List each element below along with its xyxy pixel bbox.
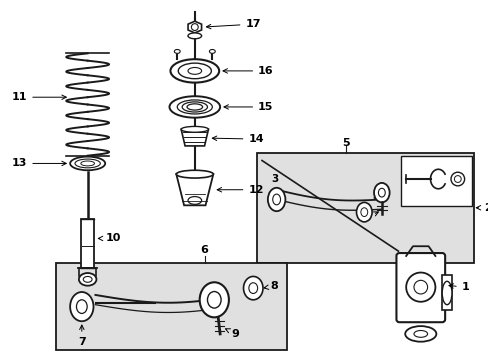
Text: 17: 17 bbox=[206, 19, 261, 29]
Ellipse shape bbox=[441, 281, 451, 305]
Ellipse shape bbox=[356, 202, 371, 222]
Ellipse shape bbox=[209, 49, 215, 53]
Ellipse shape bbox=[176, 170, 213, 178]
Ellipse shape bbox=[170, 59, 219, 82]
Text: 10: 10 bbox=[98, 233, 121, 243]
Bar bbox=[257, 153, 473, 263]
Ellipse shape bbox=[182, 102, 207, 112]
Ellipse shape bbox=[70, 157, 105, 170]
Text: 3: 3 bbox=[270, 174, 278, 184]
Ellipse shape bbox=[413, 330, 427, 337]
Ellipse shape bbox=[177, 100, 212, 114]
Text: 3: 3 bbox=[371, 190, 379, 201]
Text: 7: 7 bbox=[78, 325, 85, 347]
Ellipse shape bbox=[75, 159, 100, 168]
Ellipse shape bbox=[267, 188, 285, 211]
Bar bbox=[81, 219, 94, 268]
Ellipse shape bbox=[243, 276, 263, 300]
Ellipse shape bbox=[373, 183, 389, 202]
Polygon shape bbox=[181, 129, 208, 146]
Ellipse shape bbox=[378, 188, 385, 197]
Polygon shape bbox=[188, 21, 201, 33]
Ellipse shape bbox=[248, 283, 257, 293]
Text: 5: 5 bbox=[342, 138, 349, 148]
Ellipse shape bbox=[70, 292, 93, 321]
Text: 14: 14 bbox=[212, 134, 264, 144]
Text: 11: 11 bbox=[12, 92, 66, 102]
Ellipse shape bbox=[76, 300, 87, 314]
Text: 15: 15 bbox=[224, 102, 273, 112]
Ellipse shape bbox=[272, 194, 280, 205]
Circle shape bbox=[413, 280, 427, 294]
Ellipse shape bbox=[186, 104, 202, 110]
Text: 12: 12 bbox=[217, 185, 264, 195]
Ellipse shape bbox=[169, 96, 220, 118]
Polygon shape bbox=[176, 174, 213, 205]
Ellipse shape bbox=[187, 67, 201, 74]
Circle shape bbox=[406, 273, 434, 302]
Circle shape bbox=[191, 24, 198, 31]
Text: 9: 9 bbox=[225, 329, 239, 339]
Text: 16: 16 bbox=[223, 66, 273, 76]
FancyBboxPatch shape bbox=[396, 253, 444, 322]
Ellipse shape bbox=[360, 208, 367, 216]
Text: 13: 13 bbox=[12, 158, 66, 168]
Ellipse shape bbox=[174, 49, 180, 53]
Bar bbox=[441, 275, 451, 310]
Bar bbox=[401, 156, 471, 206]
Ellipse shape bbox=[405, 326, 435, 342]
Ellipse shape bbox=[187, 33, 201, 39]
Bar bbox=[57, 263, 287, 350]
Text: 2: 2 bbox=[475, 203, 488, 213]
Ellipse shape bbox=[79, 273, 96, 286]
Ellipse shape bbox=[207, 292, 221, 308]
Text: 1: 1 bbox=[448, 282, 468, 292]
Ellipse shape bbox=[187, 197, 201, 204]
Circle shape bbox=[453, 176, 460, 183]
Ellipse shape bbox=[199, 282, 228, 318]
Ellipse shape bbox=[178, 63, 211, 79]
Ellipse shape bbox=[83, 276, 92, 282]
Text: 8: 8 bbox=[264, 281, 278, 291]
Text: 6: 6 bbox=[200, 245, 208, 255]
Circle shape bbox=[450, 172, 464, 186]
Ellipse shape bbox=[181, 126, 208, 132]
Ellipse shape bbox=[81, 161, 94, 166]
Text: 4: 4 bbox=[362, 212, 378, 223]
